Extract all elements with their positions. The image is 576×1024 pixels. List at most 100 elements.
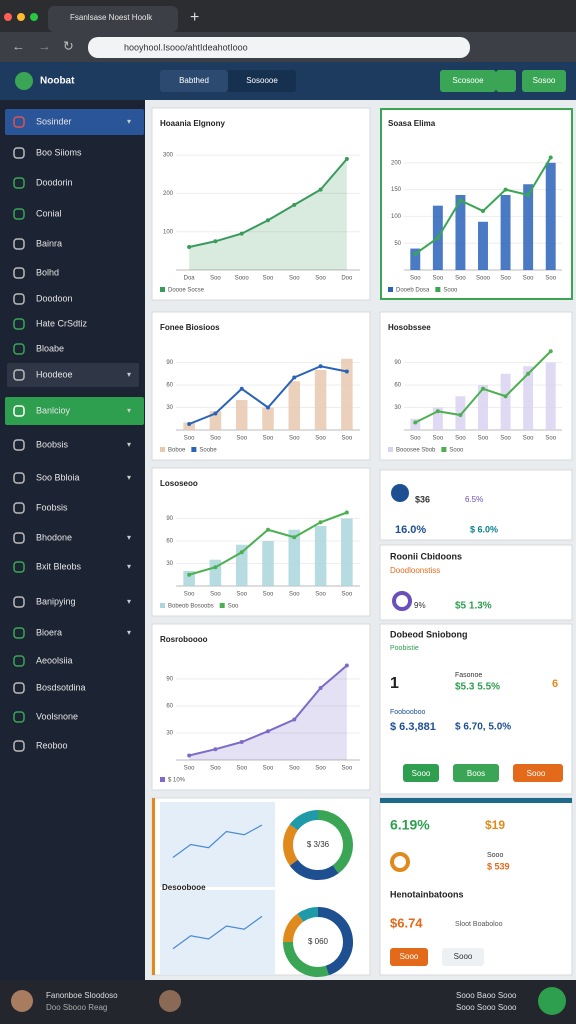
nav-tab[interactable]: Sosoooe xyxy=(246,76,278,85)
nav-item-selected[interactable] xyxy=(7,363,139,387)
button[interactable] xyxy=(403,764,439,782)
nav-chevron: ▾ xyxy=(127,117,131,126)
y-tick-label: 100 xyxy=(163,229,174,235)
widget-text: Foobooboo xyxy=(390,709,426,716)
status-text: Sooo Baoo Sooo xyxy=(456,991,517,1000)
chart-title: Hoaania Elgnony xyxy=(160,119,225,128)
nav-icon xyxy=(13,318,25,330)
y-tick-label: 60 xyxy=(394,383,401,389)
new-tab[interactable]: + xyxy=(190,9,199,26)
header-icon-button[interactable] xyxy=(496,70,516,92)
point xyxy=(318,520,323,525)
nav-item[interactable]: Bosdsotdina xyxy=(36,682,86,692)
bar xyxy=(235,544,248,586)
nav-item[interactable]: Bxit Bleobs xyxy=(36,561,82,571)
nav-item[interactable]: Bolhd xyxy=(36,267,59,277)
address-bar[interactable] xyxy=(88,37,470,58)
header-button[interactable] xyxy=(522,70,566,92)
user-name: Fanonboe Sloodoso xyxy=(46,991,118,1000)
browser-tab[interactable] xyxy=(48,6,178,32)
nav-item[interactable]: Bainra xyxy=(36,238,62,248)
nav-icon xyxy=(13,682,25,694)
header-button-label[interactable]: Scosooe xyxy=(452,76,484,85)
nav-item[interactable]: Aeoolsiia xyxy=(36,655,73,665)
x-tick-label: Soo xyxy=(342,436,353,442)
nav-item[interactable]: Doodorin xyxy=(36,177,73,187)
button[interactable] xyxy=(453,764,499,782)
nav-item[interactable]: Reoboo xyxy=(36,740,68,750)
bar xyxy=(314,526,327,586)
point xyxy=(266,527,270,532)
widget-text: Henotainbatoons xyxy=(390,889,464,899)
point xyxy=(548,155,553,160)
point xyxy=(344,369,349,374)
nav-item[interactable]: Bhodone xyxy=(36,532,72,542)
point xyxy=(526,192,531,197)
bar xyxy=(288,381,301,430)
window-minimize[interactable] xyxy=(17,13,25,21)
window-maximize[interactable] xyxy=(30,13,38,21)
button-label[interactable]: Sooo xyxy=(454,952,473,961)
x-tick-label: Soo xyxy=(263,276,274,282)
button-label[interactable]: Sooo xyxy=(412,769,431,778)
nav-icon xyxy=(13,439,25,451)
y-tick-label: 150 xyxy=(391,187,402,193)
header-button[interactable] xyxy=(440,70,496,92)
x-tick-label: Soo xyxy=(315,436,326,442)
donut-slice xyxy=(289,859,339,880)
x-tick-label: Soo xyxy=(478,436,489,442)
button[interactable] xyxy=(442,948,484,966)
button-label[interactable]: Boos xyxy=(467,769,485,778)
window-close[interactable] xyxy=(4,13,12,21)
nav-item[interactable]: Hoodeoe xyxy=(36,369,73,379)
y-tick-label: 300 xyxy=(163,153,174,159)
header-button-label[interactable]: Sosoo xyxy=(533,76,556,85)
x-tick-label: Soo xyxy=(210,436,221,442)
donut-icon xyxy=(390,852,410,872)
button[interactable] xyxy=(513,764,563,782)
donut-slice xyxy=(289,810,319,831)
donut-slice xyxy=(283,941,329,977)
widget-text: Roonii Cbidoons xyxy=(390,551,462,561)
widget-text: $ 6.3,881 xyxy=(390,721,436,733)
reload-button[interactable]: ↻ xyxy=(63,38,74,53)
nav-icon xyxy=(13,238,25,250)
nav-item[interactable]: Hate CrSdtiz xyxy=(36,318,88,328)
nav-item[interactable]: Soo Bbloia xyxy=(36,472,80,482)
x-tick-label: Soo xyxy=(410,436,421,442)
nav-tab[interactable]: Babthed xyxy=(179,76,209,85)
nav-item[interactable]: Boobsis xyxy=(36,439,69,449)
nav-item[interactable]: Bloabe xyxy=(36,343,64,353)
y-tick-label: 60 xyxy=(166,383,173,389)
x-tick-label: Doo xyxy=(341,276,353,282)
action-button[interactable] xyxy=(538,987,566,1015)
button[interactable] xyxy=(390,948,428,966)
nav-item-active[interactable] xyxy=(5,397,144,425)
nav-tab-active[interactable] xyxy=(160,70,228,92)
nav-item[interactable]: Doodoon xyxy=(36,293,73,303)
point xyxy=(548,349,553,354)
nav-item[interactable]: Banipying xyxy=(36,596,76,606)
nav-icon xyxy=(13,655,25,667)
x-tick-label: Sooo xyxy=(235,276,250,282)
nav-item[interactable]: Sosinder xyxy=(36,116,72,126)
button-label[interactable]: Sooo xyxy=(527,769,546,778)
point xyxy=(435,409,440,414)
point xyxy=(292,535,297,540)
nav-item[interactable]: Banlcioy xyxy=(36,405,71,415)
nav-item[interactable]: Conial xyxy=(36,208,62,218)
widget-text: Sloot Boaboloo xyxy=(455,921,503,928)
line xyxy=(172,824,263,858)
back-button[interactable]: ← xyxy=(12,38,25,53)
panel xyxy=(151,623,371,791)
nav-item[interactable]: Bioera xyxy=(36,627,62,637)
nav-icon xyxy=(13,740,25,752)
nav-item[interactable]: Foobsis xyxy=(36,502,68,512)
nav-item-active[interactable] xyxy=(5,109,144,135)
nav-item[interactable]: Voolsnone xyxy=(36,711,78,721)
forward-button[interactable]: → xyxy=(38,38,51,53)
legend-label: Bobeob Bosoobs xyxy=(168,604,214,610)
nav-item[interactable]: Boo Siioms xyxy=(36,147,82,157)
widget-text: Doodloonstiss xyxy=(390,566,440,575)
button-label[interactable]: Sooo xyxy=(400,952,419,961)
